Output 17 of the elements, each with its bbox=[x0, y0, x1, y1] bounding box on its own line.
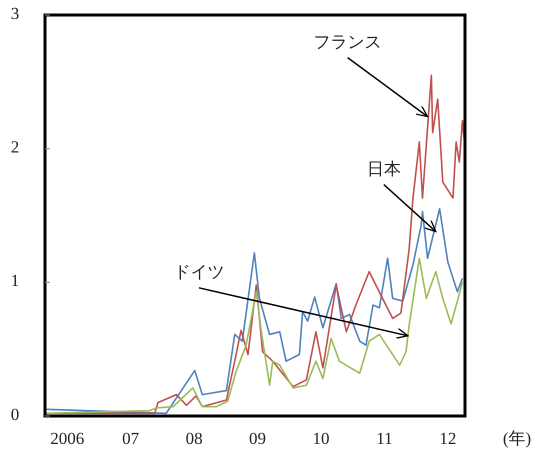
y-tick-label: 0 bbox=[10, 404, 20, 424]
y-tick-label: 2 bbox=[10, 138, 20, 157]
line-series bbox=[45, 208, 464, 414]
y-tick-label: 1 bbox=[10, 271, 20, 290]
annotation: 日本 bbox=[366, 159, 401, 178]
x-tick-label: 10 bbox=[312, 428, 330, 448]
y-tick-label: 3 bbox=[10, 4, 20, 23]
x-tick-label: 11 bbox=[376, 428, 393, 448]
x-tick-label: 2006 bbox=[50, 428, 84, 448]
x-tick-label: 12 bbox=[439, 428, 456, 448]
line-series bbox=[45, 257, 464, 414]
x-tick-label: 08 bbox=[186, 428, 203, 448]
x-tick-label: 09 bbox=[249, 428, 266, 448]
x-axis-title: (年) bbox=[502, 428, 532, 448]
x-tick-label: 07 bbox=[122, 428, 140, 448]
annotation: ドイツ bbox=[173, 262, 224, 282]
annotation: フランス bbox=[314, 32, 382, 52]
